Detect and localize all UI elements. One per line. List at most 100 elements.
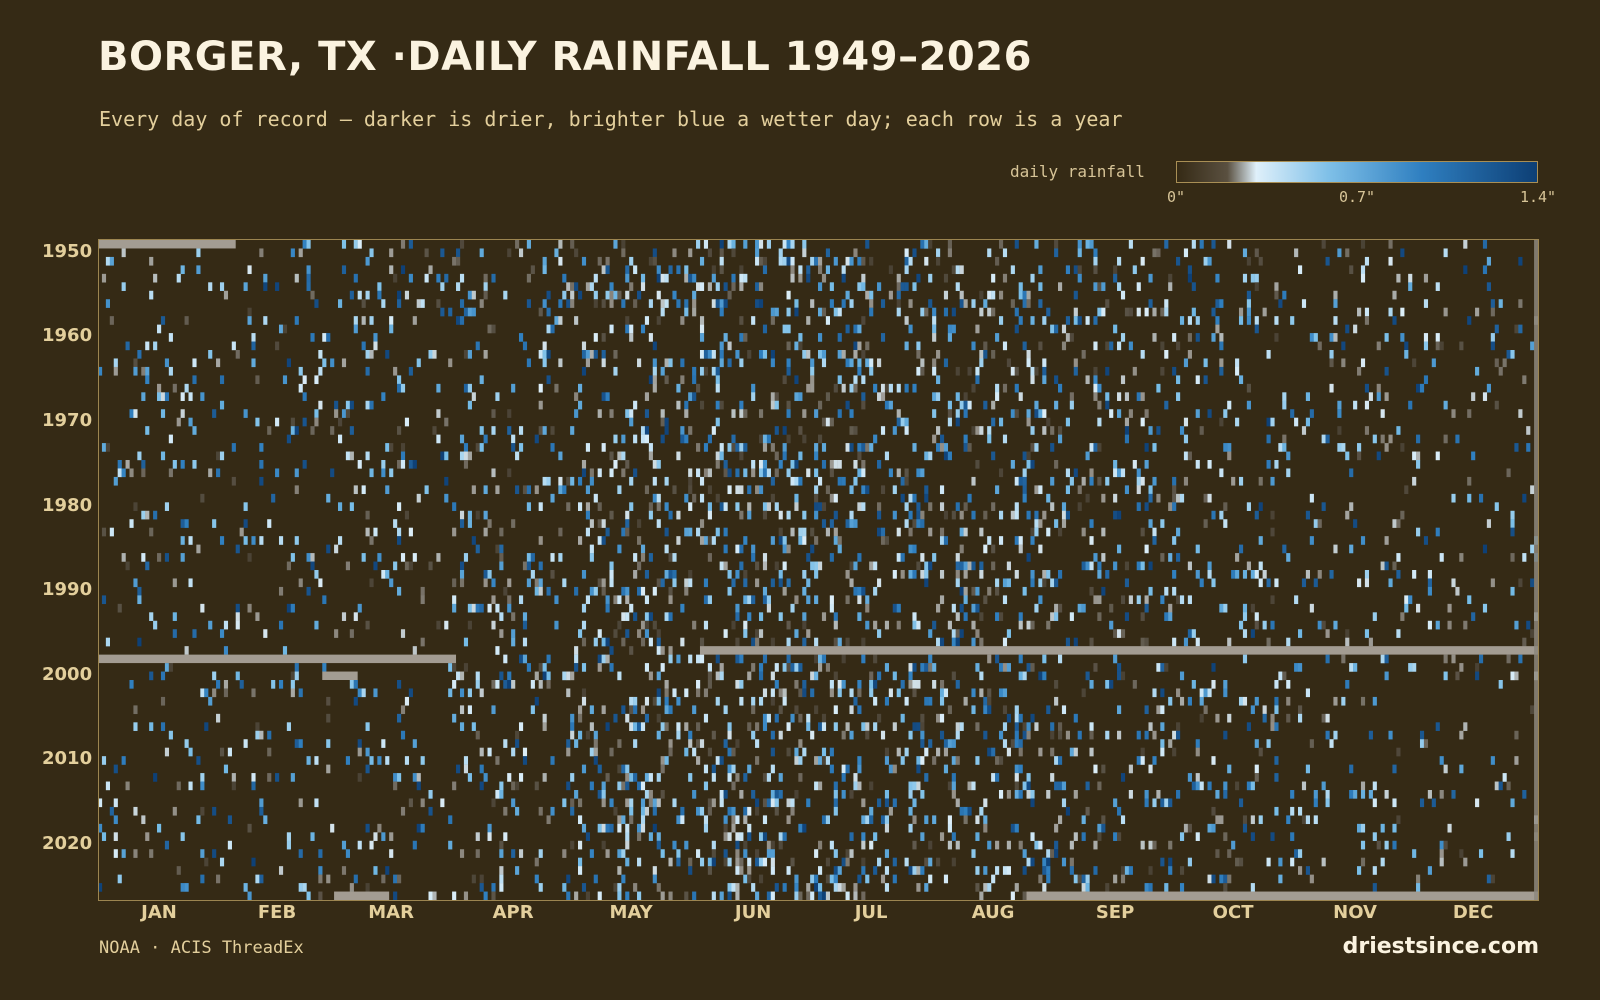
rain-day-cell bbox=[1282, 544, 1287, 554]
rain-day-cell bbox=[172, 578, 177, 588]
rain-day-cell bbox=[880, 815, 886, 825]
rain-day-cell bbox=[164, 663, 170, 672]
rain-day-cell bbox=[869, 443, 874, 452]
rain-day-cell bbox=[1187, 350, 1192, 359]
rain-day-cell bbox=[1018, 612, 1023, 621]
rain-day-cell bbox=[1093, 366, 1098, 376]
rain-day-cell bbox=[955, 612, 960, 621]
rain-day-cell bbox=[955, 366, 960, 376]
rain-day-cell bbox=[951, 756, 956, 765]
rain-day-cell bbox=[459, 434, 465, 444]
rain-day-cell bbox=[806, 350, 811, 359]
rain-day-cell bbox=[1254, 696, 1259, 706]
rain-day-cell bbox=[1345, 510, 1350, 520]
rain-day-cell bbox=[758, 299, 764, 308]
rain-day-cell bbox=[275, 417, 280, 427]
rain-day-cell bbox=[597, 764, 602, 774]
rain-day-cell bbox=[621, 451, 626, 461]
rain-day-cell bbox=[975, 883, 980, 892]
rain-day-cell bbox=[857, 705, 862, 715]
rain-day-cell bbox=[534, 857, 539, 867]
rain-day-cell bbox=[1353, 519, 1358, 528]
rain-day-cell bbox=[306, 282, 311, 291]
rain-day-cell bbox=[762, 595, 768, 605]
rain-day-cell bbox=[837, 688, 842, 698]
rain-day-cell bbox=[932, 553, 937, 562]
rain-day-cell bbox=[1305, 392, 1310, 401]
rain-day-cell bbox=[1317, 341, 1322, 351]
rain-day-cell bbox=[1199, 240, 1204, 249]
rain-day-cell bbox=[566, 671, 571, 681]
rain-day-cell bbox=[526, 299, 531, 308]
rain-day-cell bbox=[180, 536, 185, 545]
rain-day-cell bbox=[471, 874, 476, 884]
rain-day-cell bbox=[715, 756, 720, 765]
rain-day-cell bbox=[1030, 798, 1035, 808]
rain-day-cell bbox=[192, 358, 197, 368]
rain-day-cell bbox=[1172, 476, 1177, 486]
rain-day-cell bbox=[727, 570, 732, 579]
rain-day-cell bbox=[892, 874, 897, 884]
rain-day-cell bbox=[1305, 417, 1310, 427]
rain-day-cell bbox=[400, 451, 406, 461]
rain-day-cell bbox=[578, 815, 583, 825]
rain-day-cell bbox=[172, 629, 177, 638]
rain-day-cell bbox=[932, 434, 937, 444]
rain-day-cell bbox=[880, 383, 886, 393]
rain-day-cell bbox=[546, 654, 551, 664]
rain-day-cell bbox=[688, 502, 693, 511]
rain-day-cell bbox=[699, 493, 705, 503]
rain-day-cell bbox=[259, 874, 264, 884]
rain-day-cell bbox=[1148, 586, 1153, 596]
rain-day-cell bbox=[727, 722, 732, 731]
rain-day-cell bbox=[534, 874, 539, 884]
rain-day-cell bbox=[223, 620, 229, 630]
month-tick-label: JAN bbox=[141, 902, 177, 923]
rain-day-cell bbox=[762, 561, 768, 571]
rain-day-cell bbox=[841, 299, 846, 308]
rain-day-cell bbox=[778, 688, 783, 698]
rain-day-cell bbox=[326, 713, 331, 723]
rain-day-cell bbox=[499, 883, 504, 892]
rain-day-cell bbox=[1203, 256, 1208, 266]
rain-day-cell bbox=[1030, 426, 1035, 435]
rain-day-cell bbox=[1349, 544, 1354, 554]
rain-day-cell bbox=[487, 519, 492, 528]
rain-day-cell bbox=[1478, 849, 1484, 858]
rain-day-cell bbox=[404, 756, 410, 765]
rain-day-cell bbox=[1026, 451, 1031, 461]
rain-day-cell bbox=[1097, 561, 1102, 571]
rain-day-cell bbox=[566, 688, 571, 698]
rain-day-cell bbox=[581, 663, 587, 672]
rain-day-cell bbox=[849, 299, 854, 308]
rain-day-cell bbox=[1427, 578, 1432, 588]
rain-day-cell bbox=[1120, 815, 1126, 825]
rain-day-cell bbox=[963, 434, 968, 444]
rain-day-cell bbox=[369, 468, 374, 478]
rain-day-cell bbox=[644, 663, 650, 672]
rain-day-cell bbox=[530, 570, 535, 579]
rain-day-cell bbox=[306, 553, 311, 562]
rain-day-cell bbox=[1486, 383, 1491, 393]
rain-day-cell bbox=[534, 586, 539, 596]
rain-day-cell bbox=[432, 891, 437, 901]
rain-day-cell bbox=[692, 705, 697, 715]
rain-day-cell bbox=[522, 747, 528, 757]
rain-day-cell bbox=[1345, 629, 1350, 638]
rain-day-cell bbox=[672, 688, 677, 698]
rain-day-cell bbox=[1439, 840, 1444, 850]
rain-day-cell bbox=[538, 586, 543, 596]
rain-day-cell bbox=[503, 832, 508, 841]
rain-day-cell bbox=[692, 290, 697, 300]
rain-day-cell bbox=[200, 688, 205, 698]
rain-day-cell bbox=[692, 307, 697, 317]
rain-day-cell bbox=[1172, 637, 1177, 647]
rain-day-cell bbox=[1231, 570, 1236, 579]
rain-day-cell bbox=[1309, 874, 1314, 884]
rain-day-cell bbox=[821, 519, 827, 528]
rain-day-cell bbox=[483, 891, 488, 901]
rain-day-cell bbox=[1046, 620, 1051, 630]
rain-day-cell bbox=[1475, 307, 1480, 317]
rain-day-cell bbox=[821, 273, 827, 283]
rain-day-cell bbox=[814, 705, 819, 715]
